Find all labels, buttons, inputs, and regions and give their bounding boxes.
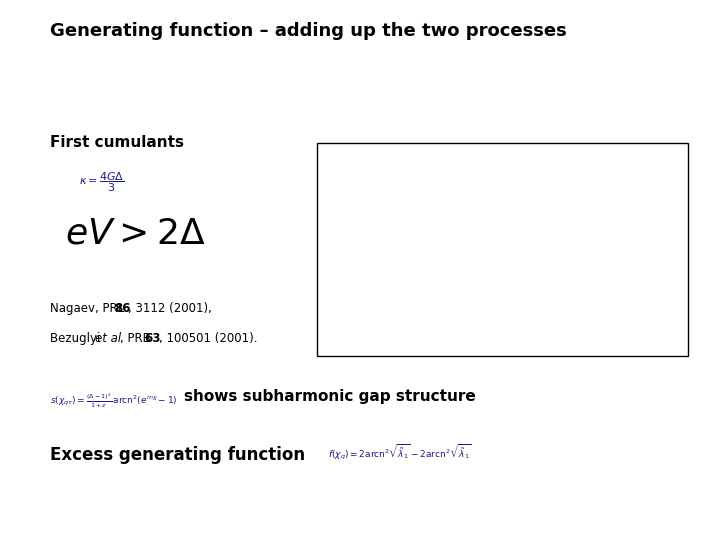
Text: Bezuglyi: Bezuglyi: [50, 332, 104, 345]
Text: $eV > 2\Delta$: $eV > 2\Delta$: [65, 216, 205, 250]
Text: Excess generating function: Excess generating function: [50, 446, 305, 463]
Text: shows subharmonic gap structure: shows subharmonic gap structure: [184, 389, 475, 404]
Text: $s(\chi_{q\tau}) = \frac{(\Delta-1)^2}{1+z}\,\mathrm{arcn}^2(e^{in\chi} - 1)$: $s(\chi_{q\tau}) = \frac{(\Delta-1)^2}{1…: [50, 392, 178, 410]
Text: Generating function – adding up the two processes: Generating function – adding up the two …: [50, 22, 567, 39]
Text: $f(\chi_q) = 2\mathrm{arcn}^2\sqrt{\tilde{\lambda}_1} - 2\mathrm{arcn}^2\sqrt{\t: $f(\chi_q) = 2\mathrm{arcn}^2\sqrt{\tild…: [328, 443, 471, 462]
Text: Nagaev, PRL: Nagaev, PRL: [50, 302, 128, 315]
Text: et al: et al: [95, 332, 121, 345]
Text: , 100501 (2001).: , 100501 (2001).: [159, 332, 258, 345]
Bar: [317, 143, 688, 356]
Text: , 3112 (2001),: , 3112 (2001),: [128, 302, 212, 315]
Text: 86: 86: [114, 302, 130, 315]
Text: First cumulants: First cumulants: [50, 135, 184, 150]
Text: , PRB: , PRB: [120, 332, 154, 345]
Text: 63: 63: [145, 332, 161, 345]
Text: $\kappa = \dfrac{4G\Delta}{3}$: $\kappa = \dfrac{4G\Delta}{3}$: [79, 170, 125, 193]
